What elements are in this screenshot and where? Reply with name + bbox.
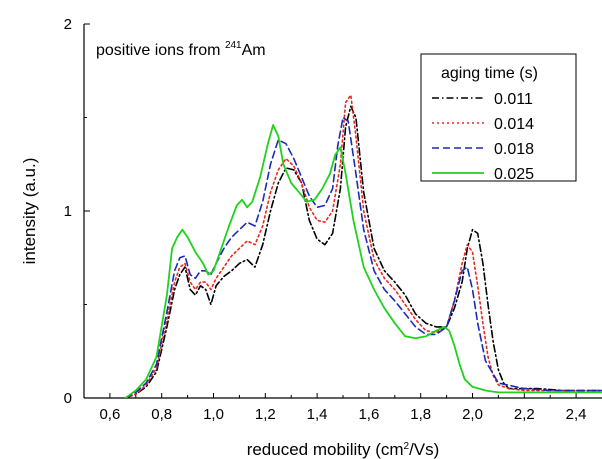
x-tick-label: 1,8	[410, 406, 431, 423]
series-line-0.025	[124, 124, 602, 398]
series-line-0.014	[124, 94, 602, 398]
legend-title: aging time (s)	[441, 65, 538, 82]
x-tick-label: 2,0	[462, 406, 483, 423]
x-axis-title: reduced mobility (cm2/Vs)	[247, 440, 440, 459]
legend-label: 0.018	[494, 141, 534, 158]
legend-label: 0.014	[494, 116, 534, 133]
y-tick-label: 1	[64, 203, 72, 220]
x-tick-label: 0,6	[99, 406, 120, 423]
y-ticks: 0 1 2	[64, 16, 90, 407]
legend-entries: 0.011 0.014 0.018 0.025	[432, 91, 534, 183]
x-tick-label: 2,4	[566, 406, 587, 423]
series-line-0.011	[124, 105, 602, 398]
legend-label: 0.025	[494, 166, 534, 183]
y-tick-label: 2	[64, 16, 72, 33]
series-line-0.018	[124, 116, 602, 398]
x-tick-label: 1,2	[255, 406, 276, 423]
legend: aging time (s) 0.011 0.014 0.018 0.025	[420, 53, 577, 183]
x-tick-label: 2,2	[514, 406, 535, 423]
x-tick-label: 1,6	[358, 406, 379, 423]
x-tick-label: 1,4	[307, 406, 328, 423]
legend-label: 0.011	[494, 91, 533, 108]
x-ticks: 0,6 0,8 1,0 1,2 1,4 1,6 1,8 2,0 2,2 2,4	[99, 393, 587, 423]
legend-box	[420, 53, 577, 182]
y-tick-label: 0	[64, 390, 72, 407]
chart-annotation: positive ions from 241Am	[96, 40, 266, 59]
x-tick-label: 1,0	[203, 406, 224, 423]
x-tick-label: 0,8	[151, 406, 172, 423]
series-layer	[124, 94, 602, 398]
y-axis-title: intensity (a.u.)	[20, 158, 39, 265]
